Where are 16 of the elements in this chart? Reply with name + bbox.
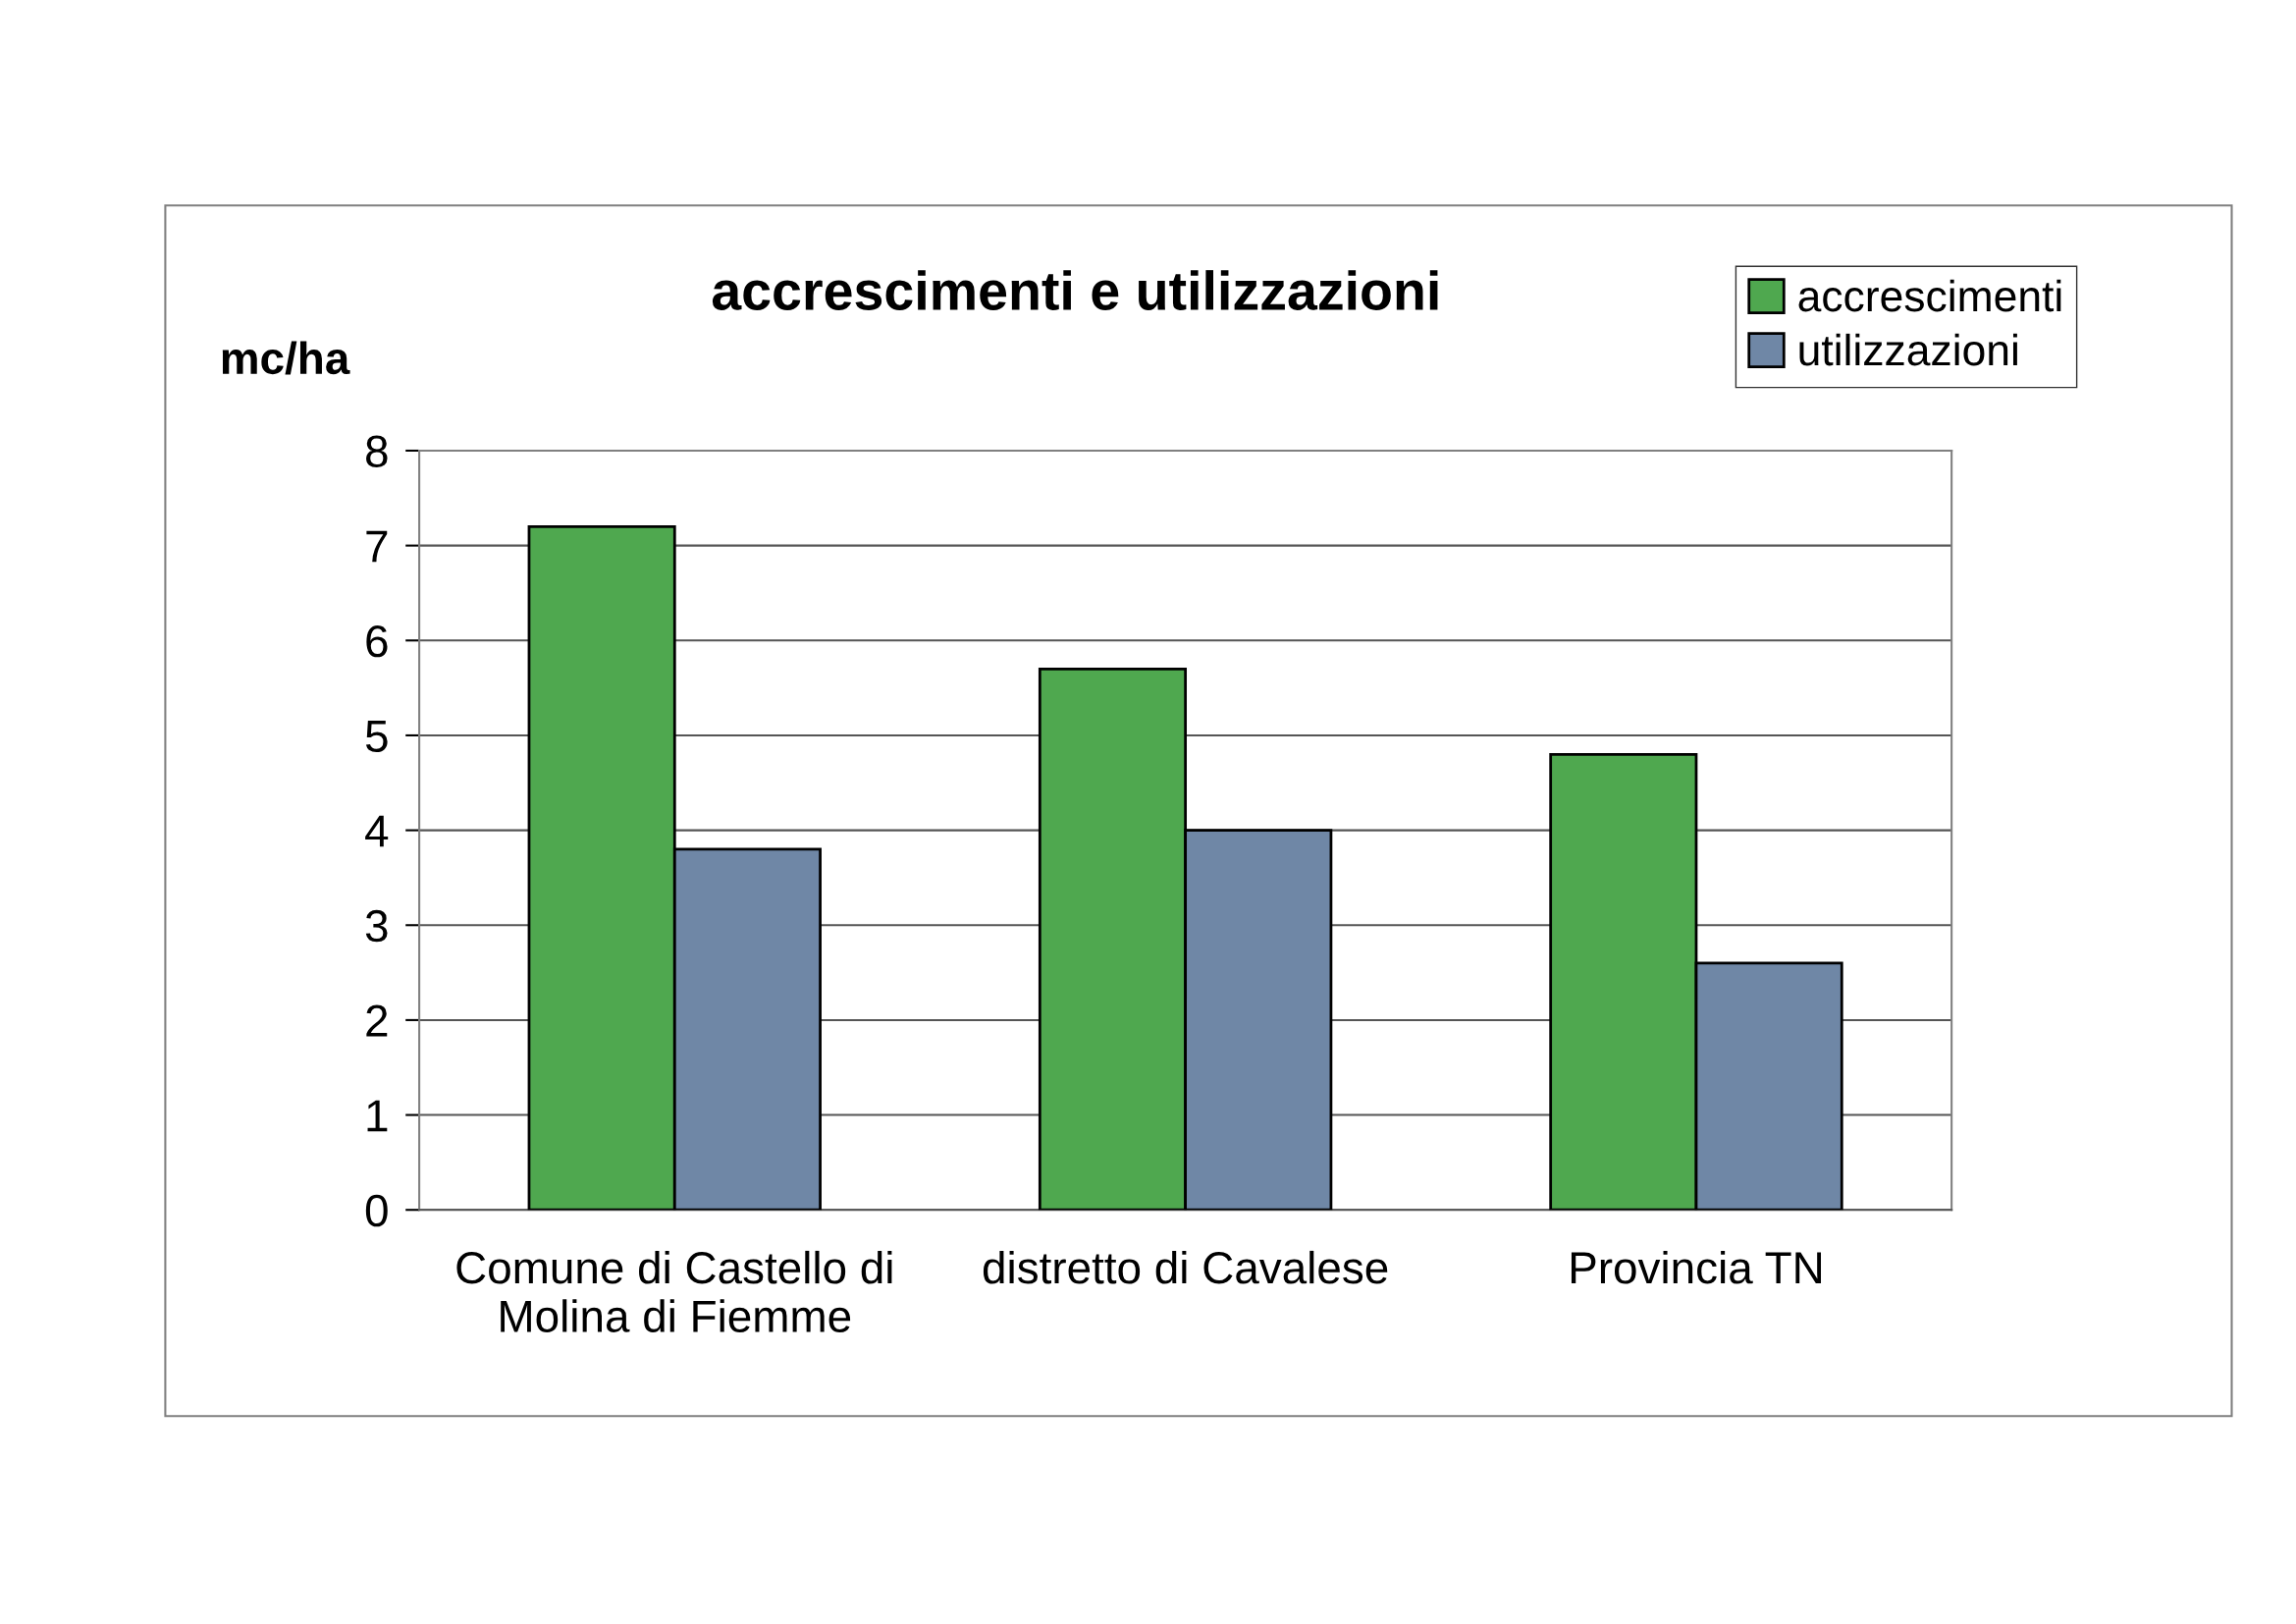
y-axis-title: mc/ha xyxy=(222,341,350,375)
y-tick-label: 3 xyxy=(365,909,388,943)
y-tick-label: 7 xyxy=(366,530,388,563)
y-tick-label: 5 xyxy=(365,721,388,753)
y-tick-label: 4 xyxy=(365,815,389,847)
legend-label: accrescimenti xyxy=(1798,279,2061,312)
y-tick-label: 2 xyxy=(366,1004,388,1037)
y-tick-label: 0 xyxy=(365,1194,388,1227)
y-tick-label: 1 xyxy=(367,1100,388,1132)
x-tick-label: Comune di Castello di Molina di Fiemme xyxy=(456,1250,892,1332)
legend-label: utilizzazioni xyxy=(1799,333,2017,366)
x-tick-label: Provincia TN xyxy=(1571,1250,1822,1284)
chart-title: accrescimenti e utilizzazioni xyxy=(712,270,1438,310)
y-tick-label: 6 xyxy=(366,624,388,658)
y-tick-label: 8 xyxy=(366,435,388,468)
x-tick-label: distretto di Cavalese xyxy=(983,1250,1388,1284)
